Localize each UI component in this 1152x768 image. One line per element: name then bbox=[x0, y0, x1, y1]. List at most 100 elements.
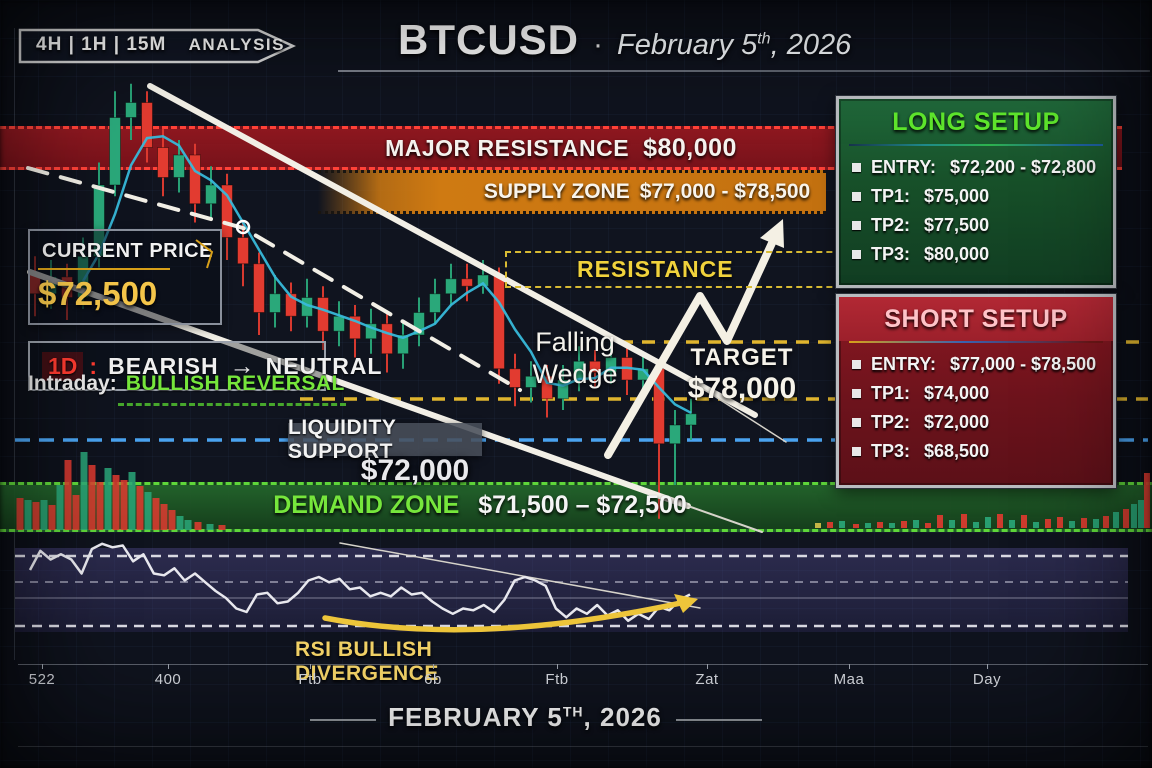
daily-bias-box: 1D : BEARISH → NEUTRAL bbox=[28, 341, 381, 391]
long-tp2-label: TP2: bbox=[871, 215, 911, 235]
axis-tick bbox=[557, 664, 558, 669]
axis-label: Ftb bbox=[298, 671, 322, 688]
long-tp1-label: TP1: bbox=[871, 186, 911, 206]
bullet-icon bbox=[852, 389, 861, 398]
short-tp2-row: TP2: $72,000 bbox=[839, 408, 1113, 437]
x-axis-line bbox=[18, 664, 1148, 665]
axis-tick bbox=[433, 664, 434, 669]
current-price-box: CURRENT PRICE $72,500 bbox=[28, 229, 222, 325]
long-tp2-value: $77,500 bbox=[924, 215, 990, 235]
short-tp1-label: TP1: bbox=[871, 383, 911, 403]
intraday-label: Intraday: bbox=[28, 372, 117, 395]
resistance-label: RESISTANCE bbox=[577, 256, 734, 282]
timeframe-labels: 4H | 1H | 15M bbox=[36, 34, 167, 55]
short-tp1-value: $74,000 bbox=[924, 383, 990, 403]
short-tp1-row: TP1: $74,000 bbox=[839, 379, 1113, 408]
short-tp3-label: TP3: bbox=[871, 441, 911, 461]
rsi-panel-band bbox=[15, 548, 1128, 632]
footer-date-suffix: , 2026 bbox=[583, 702, 662, 732]
bullet-icon bbox=[852, 221, 861, 230]
axis-label: Day bbox=[972, 671, 1002, 688]
timeframe-1d-chip: 1D bbox=[42, 351, 84, 381]
long-tp2-row: TP2: $77,500 bbox=[839, 211, 1113, 240]
axis-label: Maa bbox=[833, 671, 865, 688]
axis-tick bbox=[707, 664, 708, 669]
page-title: BTCUSD · February 5th, 2026 bbox=[398, 16, 851, 64]
bias-to: NEUTRAL bbox=[265, 352, 383, 379]
short-tp2-value: $72,000 bbox=[924, 412, 990, 432]
apex-thin-line bbox=[696, 384, 787, 443]
footer-border-line bbox=[18, 746, 1148, 747]
short-tp3-row: TP3: $68,500 bbox=[839, 437, 1113, 466]
symbol-title: BTCUSD bbox=[398, 16, 579, 63]
bias-colon: : bbox=[89, 352, 98, 379]
header-date-suffix: , 2026 bbox=[770, 29, 852, 61]
rsi-line bbox=[28, 542, 691, 623]
long-entry-label: ENTRY: bbox=[871, 157, 936, 177]
long-setup-title: LONG SETUP bbox=[892, 108, 1060, 136]
long-tp3-row: TP3: $80,000 bbox=[839, 240, 1113, 269]
demand-zone-value: $71,500 – $72,500 bbox=[478, 491, 687, 519]
liquidity-support-label: LIQUIDITY SUPPORT bbox=[288, 416, 482, 463]
header-date-prefix: February 5 bbox=[617, 29, 758, 61]
supply-zone-value: $77,000 - $78,500 bbox=[639, 180, 811, 203]
intraday-bias-row: Intraday: BULLISH REVERSAL bbox=[28, 372, 345, 396]
short-panel-title-band: SHORT SETUP bbox=[839, 297, 1113, 341]
short-entry-label: ENTRY: bbox=[871, 354, 936, 374]
short-tp3-value: $68,500 bbox=[924, 441, 990, 461]
demand-zone-text: DEMAND ZONE $71,500 – $72,500 bbox=[0, 491, 960, 520]
falling-wedge-line2: Wedge bbox=[532, 359, 618, 389]
short-setup-panel: SHORT SETUP ENTRY: $77,000 - $78,500 TP1… bbox=[836, 294, 1116, 488]
header-date-ordinal: th bbox=[757, 30, 771, 48]
long-panel-divider bbox=[849, 144, 1103, 146]
axis-tick bbox=[168, 664, 169, 669]
timeframe-ribbon-shape bbox=[18, 28, 297, 64]
demand-zone-band bbox=[0, 482, 1152, 532]
channel-marker-circle bbox=[235, 219, 251, 235]
bullet-icon bbox=[852, 360, 861, 369]
current-price-callout bbox=[195, 239, 214, 269]
long-tp1-row: TP1: $75,000 bbox=[839, 182, 1113, 211]
long-setup-panel: LONG SETUP ENTRY: $72,200 - $72,800 TP1:… bbox=[836, 96, 1116, 288]
breakout-arrow-shaft bbox=[604, 239, 776, 459]
short-setup-title: SHORT SETUP bbox=[884, 305, 1068, 333]
timeframe-ribbon: 4H | 1H | 15M ANALYSIS bbox=[36, 34, 285, 56]
supply-zone-band: SUPPLY ZONE $77,000 - $78,500 bbox=[318, 170, 826, 214]
current-price-value: $72,500 bbox=[38, 275, 158, 312]
axis-label: Ftb bbox=[545, 671, 569, 688]
target-value: $78,000 bbox=[687, 372, 797, 405]
rsi-divergence-label: RSI BULLISH DIVERGENCE bbox=[295, 638, 439, 685]
long-tp1-value: $75,000 bbox=[924, 186, 990, 206]
axis-tick bbox=[42, 664, 43, 669]
channel-dashed-line bbox=[26, 166, 522, 392]
bias-from: BEARISH bbox=[108, 352, 219, 379]
target-label: TARGET bbox=[690, 344, 794, 371]
current-price-underline bbox=[38, 268, 170, 270]
footer-dash-right bbox=[676, 719, 762, 721]
intraday-dashed-underline bbox=[118, 403, 346, 406]
short-entry-value: $77,000 - $78,500 bbox=[950, 354, 1097, 374]
axis-label: 400 bbox=[154, 671, 182, 688]
footer-date-ordinal: TH bbox=[562, 703, 584, 720]
divergence-curve bbox=[322, 598, 693, 633]
long-entry-value: $72,200 - $72,800 bbox=[950, 157, 1097, 177]
bullet-icon bbox=[852, 250, 861, 259]
falling-wedge-label: Falling Wedge bbox=[505, 326, 645, 390]
long-tp3-value: $80,000 bbox=[924, 244, 990, 264]
left-border-line bbox=[14, 28, 15, 660]
long-tp3-label: TP3: bbox=[871, 244, 911, 264]
current-price-label: CURRENT PRICE bbox=[42, 240, 213, 262]
liquidity-support-value: $72,000 bbox=[360, 454, 470, 487]
supply-zone-label: SUPPLY ZONE bbox=[483, 180, 630, 203]
resistance-dashed-box: RESISTANCE bbox=[505, 251, 983, 288]
axis-tick bbox=[310, 664, 311, 669]
demand-zone-label: DEMAND ZONE bbox=[273, 491, 460, 519]
footer-date-prefix: FEBRUARY 5 bbox=[388, 702, 563, 732]
footer-dash-left bbox=[310, 719, 376, 721]
bullet-icon bbox=[852, 447, 861, 456]
axis-tick bbox=[987, 664, 988, 669]
breakout-arrow-head bbox=[760, 219, 784, 248]
falling-wedge-line1: Falling bbox=[535, 327, 615, 357]
bullet-icon bbox=[852, 418, 861, 427]
